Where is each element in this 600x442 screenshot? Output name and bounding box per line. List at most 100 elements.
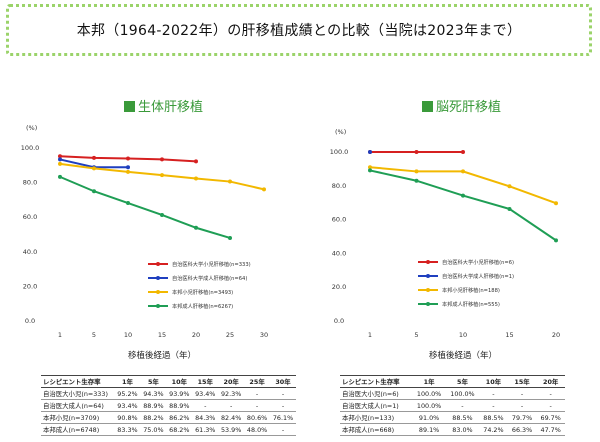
brain-dead-title-wrap: 脳死肝移植 [422,96,501,115]
table-cell: - [270,423,296,436]
data-point [414,178,419,183]
data-point [461,150,465,154]
table-cell: 88.9% [140,399,167,412]
brain-dead-title: 脳死肝移植 [436,100,502,115]
table-cell: 48.0% [244,423,271,436]
y-tick-label: 20.0 [23,282,37,290]
legend-label: 自治医科大学成人肝移植(n=64) [172,274,247,282]
table-cell: 83.0% [445,423,480,436]
x-tick-label: 15 [158,331,166,339]
legend-marker [426,302,430,306]
table-cell: 88.2% [140,411,167,424]
series-line [59,175,231,239]
table-cell: 本邦小児(n=3709) [41,411,115,424]
y-tick-label: 0.0 [334,317,344,325]
data-point [126,165,130,170]
legend-marker [426,274,430,278]
table-cell: 88.9% [166,399,193,412]
table-row: 自治医大小児(n=333) 95.2% 94.3% 93.9% 93.4% 92.3% - - [41,387,296,400]
table-header-cell: 15年 [507,375,537,388]
data-point [126,156,130,161]
table-cell: - [507,387,537,400]
page-title: 本邦（1964-2022年）の肝移植成績との比較（当院は2023年まで） [76,23,522,39]
table-cell: 47.7% [536,423,565,436]
table-cell: 94.3% [140,387,167,400]
x-tick-label: 1 [58,331,62,339]
x-axis-label: 移植後経過（年） [128,350,196,361]
legend-label: 本邦小児肝移植(n=188) [442,286,500,294]
data-point [414,169,419,174]
legend-label: 自治医科大学成人肝移植(n=1) [442,272,514,280]
table-cell: 76.1% [270,411,296,424]
data-point [58,174,62,179]
chart-legend: 自治医科大学小児肝移植(n=6) 自治医科大学成人肝移植(n=1) 本邦小児肝移植(… [418,258,514,308]
table-row: 本邦成人(n=668) 89.1% 83.0% 74.2% 66.3% 47.7% [340,423,565,436]
table-cell: - [479,399,508,412]
table-cell: 自治医大成人(n=1) [340,399,413,412]
table-cell: - [479,387,508,400]
green-square-icon [124,101,135,112]
table-header-cell: レシピエント生存率 [340,375,413,388]
table-cell: 69.7% [536,411,565,424]
series-line [369,169,557,242]
table-header-row: レシピエント生存率 1年 5年 10年 15年 20年 25年 30年 [41,375,296,388]
table-cell: - [536,399,565,412]
table-header-cell: 1年 [114,375,141,388]
data-point [507,206,512,211]
y-axis-unit-label: (%) [26,124,37,132]
y-tick-label: 100.0 [21,144,40,152]
table-cell: 84.3% [192,411,219,424]
table-cell: - [270,399,296,412]
data-point [92,155,96,160]
data-point [414,150,419,154]
x-tick-label: 10 [459,331,467,339]
data-point [554,201,558,206]
legend-marker [426,260,430,264]
living-donor-title-wrap: 生体肝移植 [124,96,203,115]
table-cell: 80.6% [244,411,271,424]
table-cell: 100.0% [412,399,446,412]
legend-marker [156,290,160,294]
table-row: 本邦小児(n=3709) 90.8% 88.2% 86.2% 84.3% 82.4% 80.… [41,411,296,424]
table-row: 自治医大成人(n=1) 100.0% - - - - [340,399,565,412]
y-tick-label: 0.0 [25,317,35,325]
data-point [368,165,372,170]
data-point [160,173,164,178]
table-cell: 本邦小児(n=133) [340,411,413,424]
table-row: 本邦小児(n=133) 91.0% 88.5% 88.5% 79.7% 69.7% [340,411,565,424]
table-cell: 93.4% [192,387,219,400]
legend-label: 自治医科大学小児肝移植(n=333) [172,260,251,268]
y-tick-label: 80.0 [23,179,37,187]
data-point [160,157,164,162]
legend-label: 本邦成人肝移植(n=555) [442,300,500,308]
table-cell: 53.9% [218,423,245,436]
data-point [228,179,232,184]
y-tick-label: 40.0 [332,249,346,257]
brain-dead-survival-table: レシピエント生存率 1年 5年 10年 15年 20年 自治医大小児(n=6) 100.0% 1… [340,375,565,436]
table-header-cell: 10年 [166,375,193,388]
table-header-cell: レシピエント生存率 [41,375,115,388]
table-cell: 90.8% [114,411,141,424]
x-tick-label: 20 [192,331,200,339]
x-tick-label: 15 [505,331,513,339]
x-tick-label: 25 [226,331,234,339]
data-point [58,154,62,159]
data-point [262,187,266,192]
table-cell: 66.3% [507,423,537,436]
living-donor-survival-table: レシピエント生存率 1年 5年 10年 15年 20年 25年 30年 自治医大小児(n=333… [41,375,296,436]
table-row: 自治医大小児(n=6) 100.0% 100.0% - - - [340,387,565,400]
legend-marker [156,262,160,266]
table-header-cell: 5年 [445,375,480,388]
x-tick-label: 5 [92,331,96,339]
table-cell: 100.0% [445,387,480,400]
table-row: 自治医大成人(n=64) 93.4% 88.9% 88.9% - - - - [41,399,296,412]
table-cell: 自治医大小児(n=333) [41,387,115,400]
table-cell: 86.2% [166,411,193,424]
table-row: 本邦成人(n=6748) 83.3% 75.0% 68.2% 61.3% 53.9% 48.… [41,423,296,436]
y-axis-unit-label: (%) [335,128,346,136]
table-cell: 93.4% [114,399,141,412]
data-point [194,176,198,181]
table-header-cell: 1年 [412,375,446,388]
table-header-cell: 10年 [479,375,508,388]
